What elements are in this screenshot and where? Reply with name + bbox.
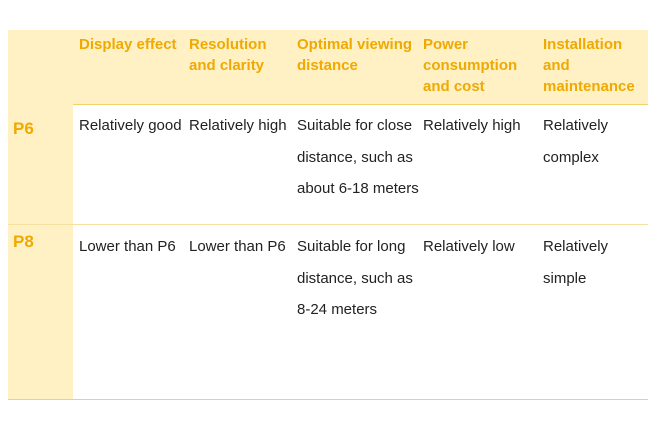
row-label-p8: P8 xyxy=(13,232,34,251)
header-viewing-distance: Optimal viewing distance xyxy=(297,36,413,74)
cell-p8-installation: Relatively simple xyxy=(543,238,609,287)
cell-p6-distance: Suitable for close distance, such as abo… xyxy=(297,117,419,197)
cell-p8-distance: Suitable for long distance, such as 8-24… xyxy=(297,238,413,318)
cell-p6-display: Relatively good xyxy=(79,117,182,134)
cell-p8-display: Lower than P6 xyxy=(79,238,176,255)
header-installation: Installation and maintenance xyxy=(543,36,635,95)
table-header-row xyxy=(8,30,648,105)
comparison-table: Display effect Resolution and clarity Op… xyxy=(8,30,648,400)
table-bottom-border xyxy=(8,399,648,400)
header-resolution: Resolution and clarity xyxy=(189,36,267,74)
cell-p6-installation: Relatively complex xyxy=(543,117,609,166)
cell-p6-resolution: Relatively high xyxy=(189,117,287,134)
cell-p8-resolution: Lower than P6 xyxy=(189,238,286,255)
cell-p6-power: Relatively high xyxy=(423,117,521,134)
cell-p8-power: Relatively low xyxy=(423,238,515,255)
row-divider xyxy=(8,224,648,225)
header-display-effect: Display effect xyxy=(79,36,177,53)
row-label-p6: P6 xyxy=(13,119,34,138)
header-power-cost: Power consumption and cost xyxy=(423,36,518,95)
row-header-column xyxy=(8,104,73,399)
